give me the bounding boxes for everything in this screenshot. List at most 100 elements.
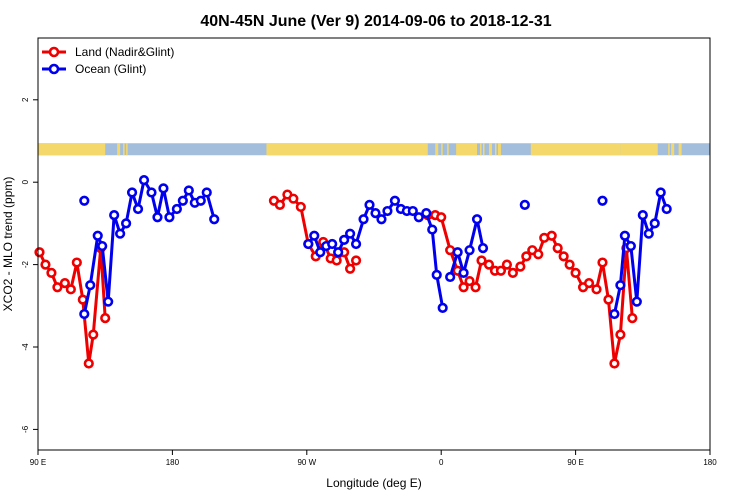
ocean-point <box>327 238 338 250</box>
land-point <box>100 313 111 324</box>
land-segment <box>441 143 443 156</box>
land-ocean-mask <box>38 143 710 156</box>
ocean-point <box>364 199 375 210</box>
ocean-point <box>452 247 463 258</box>
land-segment <box>488 143 492 156</box>
ocean-point <box>146 187 157 198</box>
ocean-point <box>458 267 469 278</box>
legend-marker-land <box>48 46 60 58</box>
ocean-point <box>97 240 108 252</box>
land-point <box>436 212 447 223</box>
ocean-point <box>339 234 350 245</box>
ocean-point <box>427 224 438 235</box>
ocean-point <box>209 214 220 225</box>
land-point <box>615 329 626 340</box>
ocean-point <box>195 195 206 206</box>
ocean-point <box>431 269 442 281</box>
land-segment <box>668 143 670 156</box>
ocean-point <box>619 230 630 241</box>
ocean-point <box>115 228 126 239</box>
ocean-point <box>85 280 96 291</box>
land-point <box>458 282 469 293</box>
ocean-point <box>177 195 188 206</box>
ocean-series-line <box>82 178 216 315</box>
ocean-point <box>171 203 182 215</box>
plot-frame <box>37 37 711 451</box>
y-tick-label: 0 <box>21 179 30 184</box>
ocean-point <box>79 308 90 320</box>
y-axis: 2 0 -2 -4 -6 <box>21 97 38 433</box>
land-point <box>627 313 638 324</box>
land-point <box>483 259 495 270</box>
land-segment <box>456 143 478 156</box>
land-point <box>570 267 581 278</box>
ocean-point <box>631 296 642 307</box>
land-segment <box>480 143 482 156</box>
land-point <box>470 282 481 293</box>
land-point <box>501 259 513 270</box>
ocean-point <box>132 203 144 215</box>
land-segment <box>497 143 501 156</box>
ocean-point <box>121 218 132 229</box>
x-tick-label: 180 <box>166 458 180 467</box>
y-tick-label: 2 <box>21 97 30 102</box>
y-tick-label: -2 <box>21 260 30 268</box>
land-point <box>65 284 76 295</box>
ocean-point <box>597 195 608 206</box>
land-point <box>476 255 487 266</box>
legend-label-ocean: Ocean (Glint) <box>75 62 146 76</box>
ocean-point <box>464 245 475 256</box>
land-segment <box>530 143 621 156</box>
ocean-point <box>609 308 620 320</box>
ocean-point <box>389 195 401 206</box>
land-segment <box>123 143 125 156</box>
y-tick-label: -6 <box>21 425 30 433</box>
ocean-point <box>201 187 212 198</box>
land-point <box>515 261 526 272</box>
land-point <box>40 259 51 270</box>
ocean-point <box>376 214 387 225</box>
ocean-point <box>358 214 369 225</box>
x-tick-label: 90 E <box>30 458 46 467</box>
land-series-line <box>427 213 634 365</box>
ocean-point <box>637 210 648 221</box>
x-tick-label: 0 <box>439 458 444 467</box>
ocean-point <box>126 187 138 198</box>
ocean-point <box>413 212 424 223</box>
land-point <box>34 247 45 258</box>
ocean-point <box>103 296 114 307</box>
y-tick-label: -4 <box>21 343 30 351</box>
ocean-point <box>92 230 103 241</box>
land-point <box>521 251 532 262</box>
ocean-point <box>138 175 150 186</box>
land-point <box>274 199 286 210</box>
ocean-point <box>655 187 666 198</box>
ocean-point <box>471 214 483 225</box>
land-point <box>507 267 518 278</box>
land-segment <box>678 143 682 156</box>
ocean-point <box>615 280 626 291</box>
land-segment <box>620 143 658 156</box>
x-tick-label: 90 W <box>297 458 316 467</box>
land-point <box>583 278 595 289</box>
ocean-point <box>164 212 175 223</box>
land-segment <box>494 143 497 156</box>
land-segment <box>38 143 106 156</box>
land-point <box>603 294 614 305</box>
ocean-point <box>421 208 432 219</box>
legend: Land (Nadir&Glint) Ocean (Glint) <box>42 45 174 76</box>
legend-marker-ocean <box>48 63 60 75</box>
ocean-point <box>370 208 381 219</box>
land-point <box>331 255 342 266</box>
ocean-point <box>477 243 489 254</box>
land-point <box>88 329 99 340</box>
ocean-point <box>79 195 90 206</box>
ocean-point <box>303 238 314 250</box>
land-segment <box>266 143 428 156</box>
land-point <box>533 249 544 260</box>
ocean-point <box>649 218 660 229</box>
ocean-point <box>333 247 344 258</box>
land-segment <box>483 143 485 156</box>
land-segment <box>126 143 128 156</box>
ocean-point <box>109 210 120 221</box>
